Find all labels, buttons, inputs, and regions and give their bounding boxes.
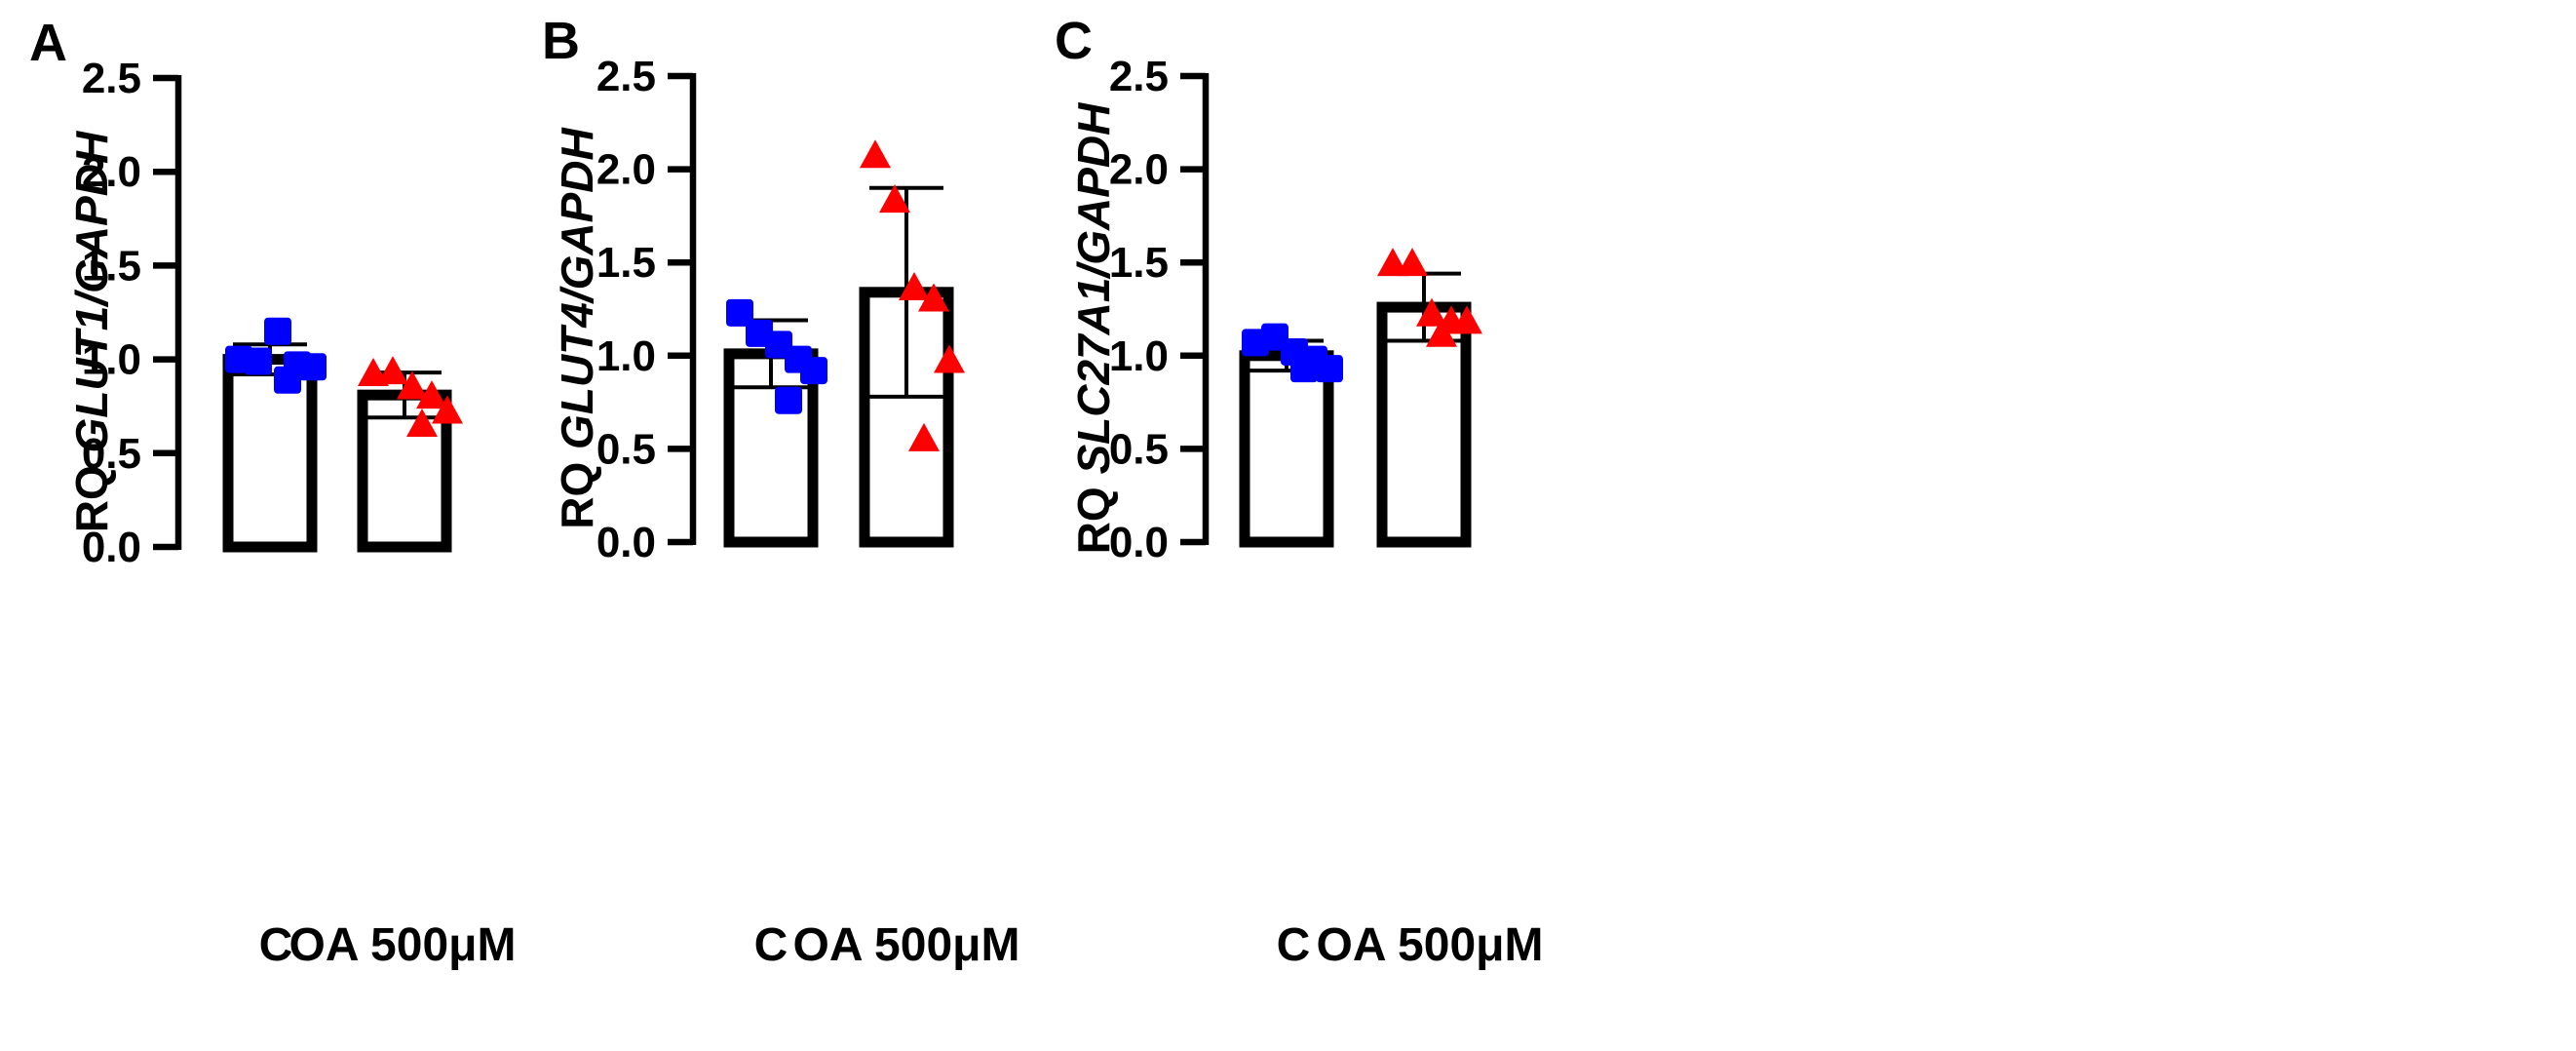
data-point-treated — [406, 408, 438, 437]
panel-label: B — [542, 12, 580, 70]
y-tick-label: 2.0 — [82, 148, 141, 196]
y-tick-label: 0.0 — [596, 519, 656, 566]
data-point-control — [274, 366, 301, 394]
data-point-treated — [397, 370, 428, 400]
data-point-control — [1316, 355, 1343, 383]
y-axis-title: RQ GLUT4/GAPDH — [552, 127, 602, 528]
data-point-treated — [934, 344, 965, 373]
y-tick-label: 0.5 — [1109, 425, 1169, 473]
x-category-label: OA 500μM — [793, 919, 1020, 971]
y-tick-label: 2.0 — [596, 146, 656, 194]
panel-label: A — [29, 14, 67, 72]
y-tick-label: 0.0 — [82, 524, 141, 571]
y-axis-title-gene: GLUT1/GAPDH — [66, 131, 117, 452]
data-point-control — [775, 386, 802, 414]
y-axis-title-gene: SLC27A1/GAPDH — [1068, 102, 1119, 475]
y-tick-label: 2.5 — [1109, 53, 1169, 100]
data-point-treated — [377, 356, 408, 385]
data-point-treated — [432, 395, 463, 424]
y-axis-title-prefix: RQ — [1068, 475, 1119, 555]
y-tick-label: 1.0 — [1109, 332, 1169, 380]
data-point-treated — [416, 380, 447, 409]
data-point-treated — [918, 283, 949, 312]
x-category-label: C — [1277, 919, 1311, 971]
data-point-treated — [1426, 318, 1457, 347]
data-point-treated — [899, 271, 930, 300]
bar — [1239, 350, 1334, 548]
data-point-treated — [1397, 248, 1428, 277]
data-point-treated — [1416, 297, 1447, 327]
data-point-control — [264, 317, 291, 345]
y-tick-label: 1.5 — [82, 242, 141, 290]
y-tick-label: 0.0 — [1109, 519, 1169, 566]
y-axis-title: RQ GLUT1/GAPDH — [66, 131, 117, 532]
data-point-control — [245, 347, 272, 375]
y-axis-title-prefix: RQ — [66, 452, 117, 532]
y-tick-label: 1.5 — [1109, 239, 1169, 287]
y-tick-label: 0.5 — [596, 425, 656, 473]
y-tick-label: 1.5 — [596, 239, 656, 287]
data-point-control — [726, 298, 753, 327]
x-category-label: C — [259, 919, 293, 971]
y-tick-label: 0.5 — [82, 430, 141, 478]
y-axis-title-prefix: RQ — [552, 449, 602, 529]
y-tick-label: 2.0 — [1109, 146, 1169, 194]
panel-label: C — [1055, 12, 1093, 70]
data-point-treated — [908, 422, 940, 451]
data-point-control — [299, 353, 327, 381]
y-tick-label: 2.5 — [82, 55, 141, 102]
data-point-control — [800, 357, 827, 385]
y-axis-title: RQ SLC27A1/GAPDH — [1068, 102, 1119, 554]
data-point-treated — [879, 184, 910, 214]
data-point-treated — [1451, 305, 1482, 334]
data-point-treated — [860, 139, 891, 169]
y-tick-label: 1.0 — [82, 336, 141, 384]
y-tick-label: 1.0 — [596, 332, 656, 380]
x-category-label: OA 500μM — [289, 919, 517, 971]
bar — [222, 354, 318, 553]
x-category-label: C — [754, 919, 788, 971]
x-category-label: OA 500μM — [1317, 919, 1544, 971]
y-axis-title-gene: GLUT4/GAPDH — [552, 127, 602, 448]
y-tick-label: 2.5 — [596, 53, 656, 100]
data-point-control — [1290, 355, 1318, 383]
